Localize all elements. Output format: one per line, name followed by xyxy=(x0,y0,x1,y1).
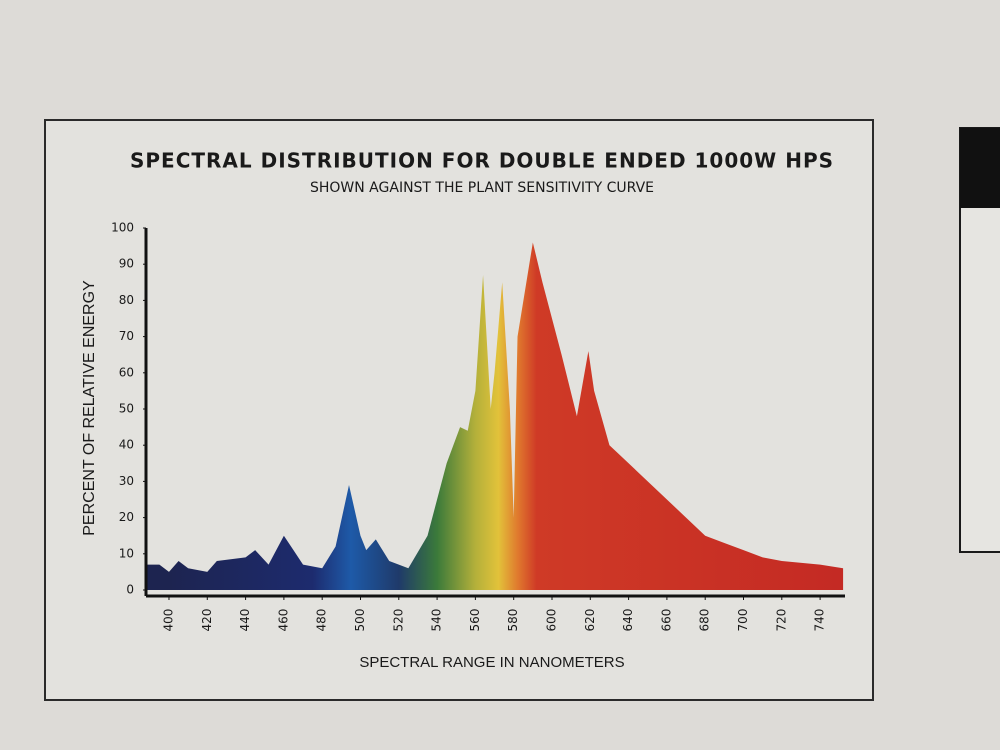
y-tick-label: 20 xyxy=(119,510,134,524)
x-tick-label: 540 xyxy=(430,609,444,632)
y-tick-label: 50 xyxy=(119,402,134,416)
y-tick-label: 100 xyxy=(111,221,134,235)
y-axis-label: PERCENT OF RELATIVE ENERGY xyxy=(81,280,98,536)
y-tick-label: 40 xyxy=(119,438,134,452)
x-tick-label: 620 xyxy=(583,609,597,632)
y-tick-label: 10 xyxy=(119,546,134,560)
y-tick-label: 70 xyxy=(119,329,134,343)
x-tick-label: 560 xyxy=(468,609,482,632)
x-tick-label: 500 xyxy=(353,609,367,632)
x-tick-label: 700 xyxy=(736,609,750,632)
x-tick-label: 480 xyxy=(315,609,329,632)
y-tick-label: 80 xyxy=(119,293,134,307)
x-tick-label: 460 xyxy=(276,609,290,632)
chart-title: SPECTRAL DISTRIBUTION FOR DOUBLE ENDED 1… xyxy=(130,149,834,173)
spectrum-area xyxy=(146,242,844,591)
x-tick-label: 400 xyxy=(161,609,175,632)
x-tick-label: 420 xyxy=(200,609,214,632)
x-tick-label: 720 xyxy=(774,609,788,632)
chart-frame xyxy=(44,119,874,701)
x-tick-label: 640 xyxy=(621,609,635,632)
y-tick-label: 60 xyxy=(119,365,134,379)
y-tick-label: 30 xyxy=(119,474,134,488)
chart-subtitle: SHOWN AGAINST THE PLANT SENSITIVITY CURV… xyxy=(310,180,654,196)
x-tick-label: 520 xyxy=(391,609,405,632)
x-tick-label: 740 xyxy=(813,609,827,632)
x-tick-label: 600 xyxy=(544,609,558,632)
y-tick-label: 0 xyxy=(126,583,134,597)
y-tick-label: 90 xyxy=(119,257,134,271)
x-axis-label: SPECTRAL RANGE IN NANOMETERS xyxy=(359,654,624,671)
x-tick-label: 580 xyxy=(506,609,520,632)
x-tick-label: 440 xyxy=(238,609,252,632)
side-panel-header xyxy=(960,128,1000,208)
x-tick-label: 680 xyxy=(698,609,712,632)
x-tick-label: 660 xyxy=(659,609,673,632)
